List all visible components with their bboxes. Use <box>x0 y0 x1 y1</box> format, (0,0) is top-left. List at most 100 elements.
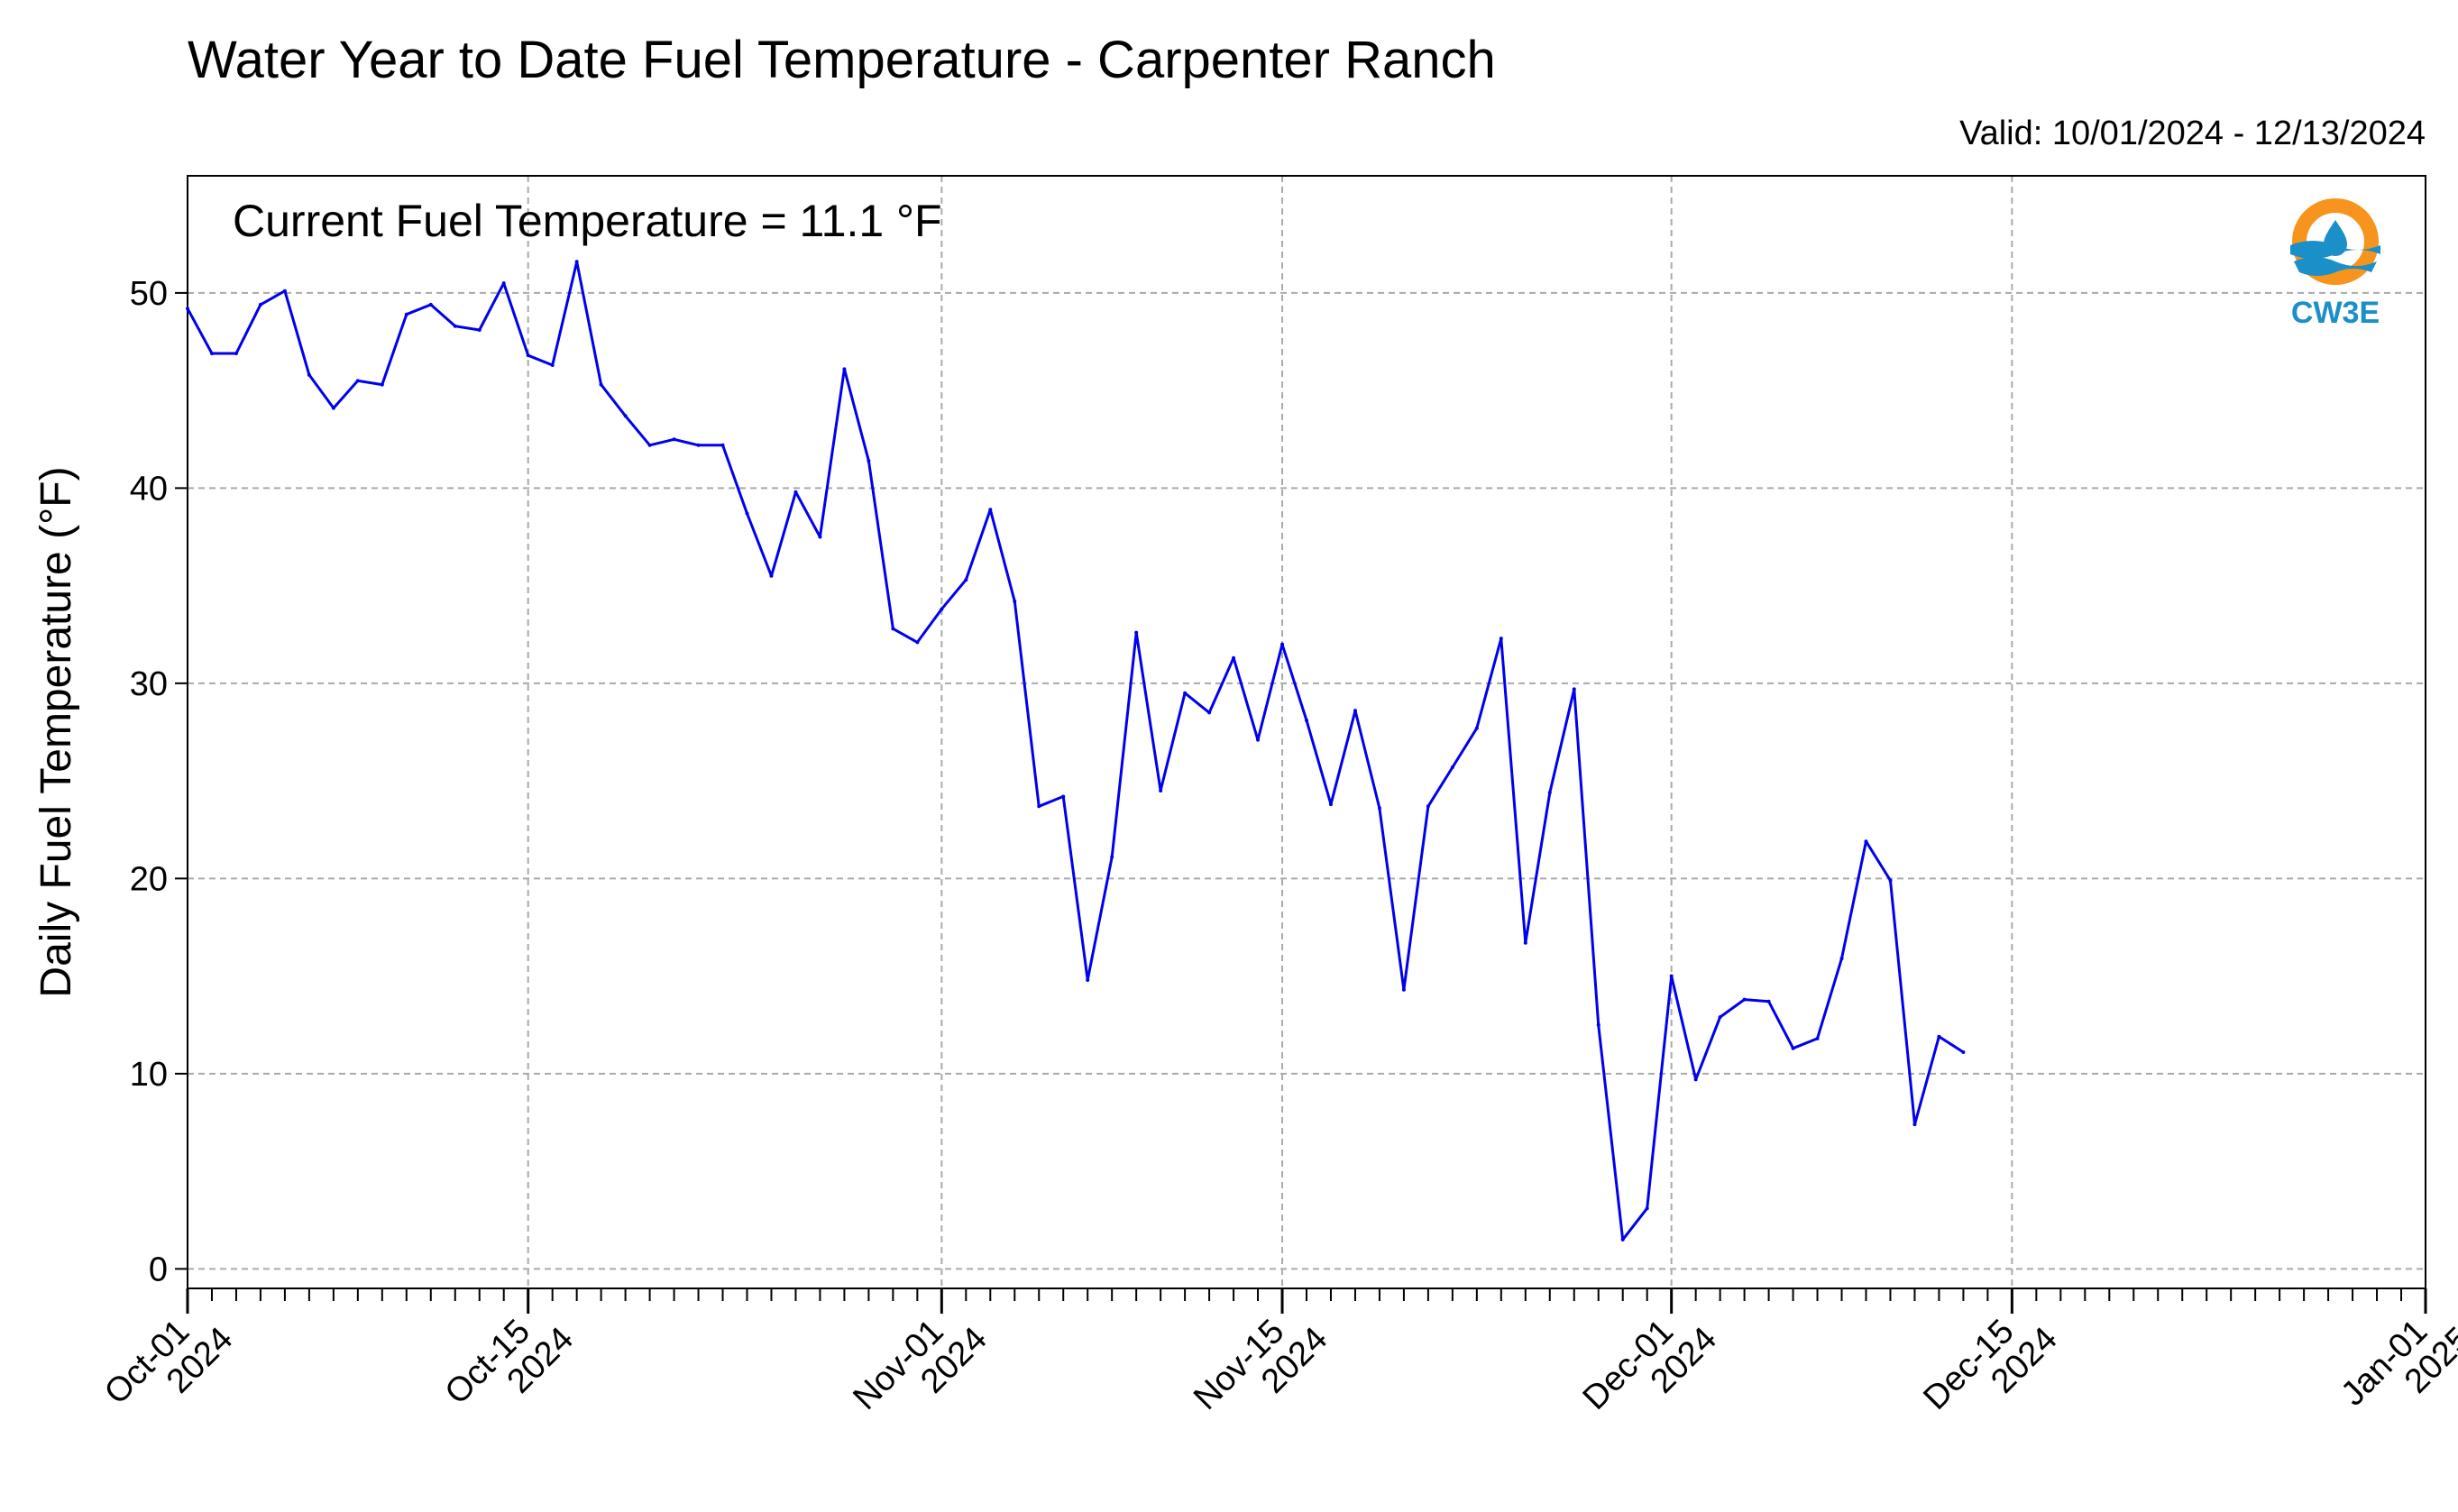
data-point <box>453 324 457 328</box>
data-point <box>1207 710 1212 715</box>
data-point <box>1450 765 1454 769</box>
data-point <box>1013 599 1017 603</box>
data-point <box>1523 940 1527 945</box>
data-point <box>282 289 287 293</box>
data-point <box>599 382 603 387</box>
data-point <box>1086 977 1090 982</box>
data-point <box>988 508 993 512</box>
data-point <box>696 443 701 447</box>
data-point <box>1693 1077 1698 1082</box>
data-point <box>428 302 433 307</box>
data-point <box>1961 1050 1966 1055</box>
data-point <box>1864 839 1868 844</box>
data-point <box>1912 1123 1917 1127</box>
y-tick-label: 10 <box>130 1056 168 1094</box>
data-point <box>1718 1015 1722 1020</box>
current-value-annotation: Current Fuel Temperature = 11.1 °F <box>233 196 942 246</box>
x-tick-label: Jan-012025 <box>2334 1295 2458 1439</box>
data-point <box>1426 804 1430 809</box>
fuel-temperature-line <box>186 260 1965 1242</box>
data-point <box>526 353 530 358</box>
data-point <box>1256 738 1261 742</box>
data-point <box>1937 1034 1941 1039</box>
data-point <box>1547 791 1552 795</box>
y-tick-label: 30 <box>130 665 168 703</box>
data-point <box>940 607 944 611</box>
data-point <box>1766 999 1771 1003</box>
data-point <box>1134 630 1139 635</box>
y-tick-label: 20 <box>130 860 168 898</box>
data-point <box>1037 804 1041 809</box>
y-axis-label: Daily Fuel Temperature (°F) <box>32 466 80 997</box>
chart-title: Water Year to Date Fuel Temperature - Ca… <box>188 31 1496 89</box>
data-point <box>1328 802 1333 807</box>
data-point <box>818 535 822 539</box>
cw3e-logo: CW3E <box>2290 198 2380 330</box>
data-point <box>186 307 189 311</box>
data-point <box>867 459 871 463</box>
data-point <box>1596 1022 1600 1027</box>
data-point <box>793 490 798 494</box>
data-point <box>574 260 579 264</box>
x-tick-label: Nov-012024 <box>846 1295 994 1443</box>
data-points <box>186 260 1966 1242</box>
data-point <box>1232 655 1236 660</box>
y-tick-label: 0 <box>149 1251 168 1288</box>
data-point <box>915 640 920 645</box>
data-point <box>1305 719 1308 723</box>
data-point <box>891 627 895 631</box>
data-point <box>1474 726 1479 730</box>
data-point <box>745 511 749 516</box>
data-point <box>355 379 360 383</box>
data-point <box>769 573 774 578</box>
data-point <box>647 443 652 447</box>
data-point <box>1353 709 1357 713</box>
data-point <box>1791 1046 1795 1050</box>
data-point <box>1280 642 1285 646</box>
drop-icon <box>2324 220 2347 256</box>
chart-subtitle: Valid: 10/01/2024 - 12/13/2024 <box>1959 115 2426 152</box>
data-point <box>1401 987 1406 992</box>
data-point <box>1377 806 1381 811</box>
data-point <box>842 367 847 371</box>
data-point <box>1839 957 1844 961</box>
data-point <box>404 312 408 316</box>
y-tick-label: 50 <box>130 275 168 313</box>
x-axis: Oct-012024 Oct-152024 Nov-012024 Nov-152024… <box>97 1288 2458 1443</box>
data-point <box>550 362 555 367</box>
data-point <box>1645 1206 1649 1211</box>
data-point <box>1110 855 1114 859</box>
data-point <box>720 443 725 447</box>
data-point <box>623 414 628 418</box>
data-point <box>964 578 968 582</box>
data-point <box>380 382 384 387</box>
data-point <box>1499 637 1503 641</box>
data-point <box>234 352 238 356</box>
data-point <box>1159 788 1163 793</box>
x-tick-label: Dec-152024 <box>1916 1295 2064 1443</box>
x-tick-label: Oct-152024 <box>438 1295 581 1437</box>
data-point <box>258 302 262 307</box>
data-point <box>1742 997 1747 1002</box>
data-point <box>1620 1237 1625 1242</box>
data-point <box>1572 687 1576 692</box>
data-point <box>307 372 311 377</box>
data-point <box>501 281 506 286</box>
data-point <box>477 328 482 333</box>
logo-wave <box>2294 257 2377 276</box>
x-tick-label: Oct-012024 <box>97 1295 240 1437</box>
data-point <box>331 406 335 410</box>
y-tick-label: 40 <box>130 470 168 508</box>
data-point <box>672 437 676 442</box>
x-tick-label: Nov-152024 <box>1187 1295 1334 1443</box>
data-point <box>1888 878 1893 883</box>
data-point <box>209 352 214 356</box>
data-point <box>1669 974 1674 978</box>
data-point <box>1061 794 1066 799</box>
logo-text: CW3E <box>2291 296 2380 330</box>
x-tick-label: Dec-012024 <box>1576 1295 1724 1443</box>
data-point <box>1183 691 1188 695</box>
y-axis: 0 10 20 30 40 50 <box>130 275 188 1288</box>
data-point <box>1815 1036 1820 1040</box>
